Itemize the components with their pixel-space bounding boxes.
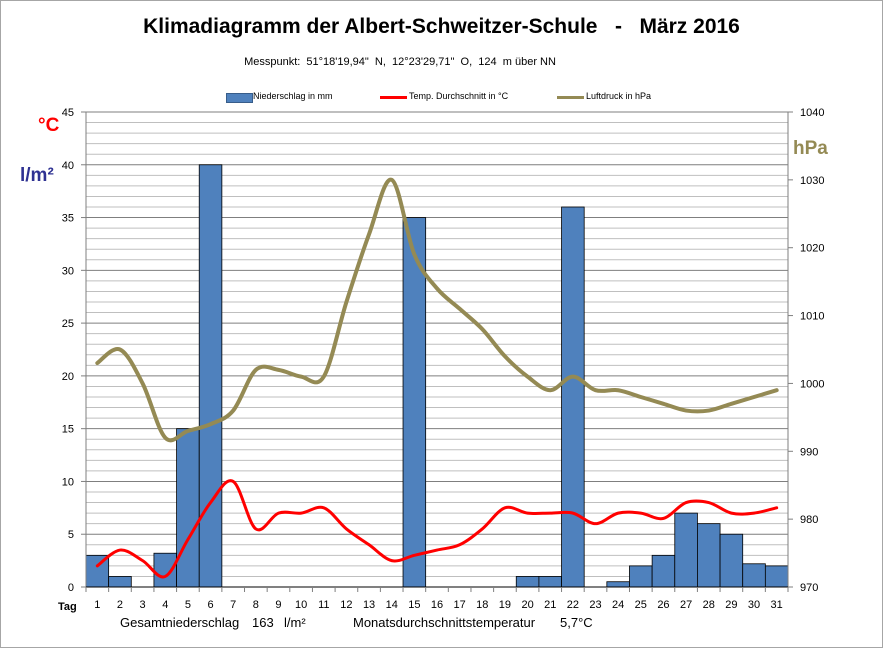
precip-bar <box>198 164 223 588</box>
legend-label-temperatur: Temp. Durchschnitt in °C <box>409 91 509 101</box>
precip-bar <box>651 554 676 588</box>
x-tick-label: 22 <box>567 599 579 611</box>
precip-bar <box>515 576 540 588</box>
x-tick-label: 4 <box>162 599 168 611</box>
total-precipitation-unit: l/m² <box>284 615 306 630</box>
x-axis-label: Tag <box>58 601 77 613</box>
precip-bar <box>606 581 630 588</box>
chart-title: Klimadiagramm der Albert-Schweitzer-Schu… <box>143 15 740 38</box>
y2-tick-label: 990 <box>800 446 818 458</box>
x-tick-label: 30 <box>748 599 760 611</box>
precip-bar <box>742 563 766 588</box>
x-tick-label: 19 <box>499 599 511 611</box>
x-tick-label: 15 <box>408 599 420 611</box>
x-tick-label: 14 <box>386 599 398 611</box>
y2-tick-label: 1010 <box>800 311 824 323</box>
precip-bar <box>674 512 698 588</box>
x-tick-label: 24 <box>612 599 624 611</box>
unit-hpa: hPa <box>793 138 828 159</box>
x-tick-label: 13 <box>363 599 375 611</box>
y-tick-label: 15 <box>62 424 74 436</box>
unit-precipitation: l/m² <box>20 165 54 186</box>
x-tick-label: 20 <box>521 599 533 611</box>
precip-bar <box>176 428 200 588</box>
y2-tick-label: 1030 <box>800 175 824 187</box>
x-tick-label: 18 <box>476 599 488 611</box>
x-tick-label: 25 <box>635 599 647 611</box>
x-tick-label: 12 <box>340 599 352 611</box>
x-tick-label: 29 <box>725 599 737 611</box>
precip-bar <box>764 565 789 588</box>
y-tick-label: 40 <box>62 160 74 172</box>
precip-bar <box>629 565 653 588</box>
precip-bar <box>697 523 721 588</box>
legend-swatch-temperatur <box>380 96 407 99</box>
x-tick-label: 17 <box>454 599 466 611</box>
y-tick-label: 20 <box>62 371 74 383</box>
y-tick-label: 30 <box>62 265 74 277</box>
y-tick-label: 5 <box>68 529 74 541</box>
precip-bar <box>538 576 562 588</box>
legend-swatch-luftdruck <box>557 96 584 99</box>
x-tick-label: 23 <box>589 599 601 611</box>
x-tick-label: 26 <box>657 599 669 611</box>
unit-celsius: °C <box>38 115 60 136</box>
x-tick-label: 3 <box>140 599 146 611</box>
temperature-line <box>95 479 779 579</box>
chart-subtitle: Messpunkt: 51°18'19,94" N, 12°23'29,71" … <box>244 56 556 68</box>
legend-swatch-niederschlag <box>226 93 253 103</box>
precip-bar <box>108 576 132 588</box>
x-tick-label: 27 <box>680 599 692 611</box>
x-tick-label: 21 <box>544 599 556 611</box>
x-tick-label: 10 <box>295 599 307 611</box>
x-tick-label: 16 <box>431 599 443 611</box>
y2-tick-label: 1000 <box>800 378 824 390</box>
y2-tick-label: 1040 <box>800 107 824 119</box>
x-tick-label: 1 <box>94 599 100 611</box>
y-tick-label: 10 <box>62 476 74 488</box>
x-tick-label: 28 <box>703 599 715 611</box>
x-tick-label: 6 <box>207 599 213 611</box>
y2-tick-label: 1020 <box>800 243 824 255</box>
y-tick-label: 25 <box>62 318 74 330</box>
x-tick-label: 9 <box>275 599 281 611</box>
y-tick-label: 45 <box>62 107 74 119</box>
total-precipitation-label: Gesamtniederschlag <box>120 615 240 630</box>
x-tick-label: 2 <box>117 599 123 611</box>
x-tick-label: 5 <box>185 599 191 611</box>
y2-tick-label: 970 <box>800 582 818 594</box>
legend-label-niederschlag: Niederschlag in mm <box>253 91 333 101</box>
precip-bar <box>719 533 744 588</box>
legend-label-luftdruck: Luftdruck in hPa <box>586 91 652 101</box>
avg-temperature-value: 5,7°C <box>560 615 593 630</box>
avg-temperature-label: Monatsdurchschnittstemperatur <box>353 615 536 630</box>
x-tick-label: 8 <box>253 599 259 611</box>
pressure-line <box>95 177 779 443</box>
precip-bar <box>561 206 585 588</box>
y-tick-label: 0 <box>68 582 74 594</box>
y-tick-label: 35 <box>62 213 74 225</box>
total-precipitation-value: 163 <box>252 615 274 630</box>
y2-tick-label: 980 <box>800 514 818 526</box>
x-tick-label: 7 <box>230 599 236 611</box>
x-tick-label: 31 <box>771 599 783 611</box>
x-tick-label: 11 <box>318 599 329 611</box>
